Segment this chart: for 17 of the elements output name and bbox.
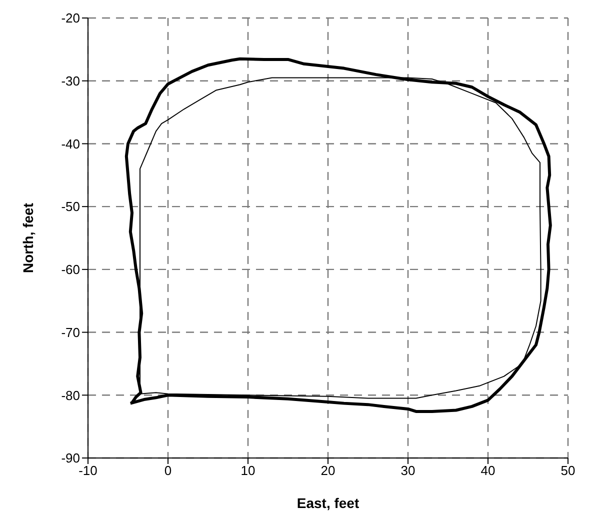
y-tick-label: -80 [61,388,80,403]
y-tick-label: -70 [61,324,80,340]
x-tick-label: 50 [560,463,576,478]
x-tick-label: 30 [400,463,416,478]
x-tick-label: -10 [78,463,98,478]
y-tick-label: -20 [61,10,80,26]
y-tick-label: -60 [61,262,80,278]
y-axis-title: North, feet [20,202,36,273]
x-tick-label: 40 [480,463,496,478]
y-tick-label: -90 [61,450,80,466]
y-tick-label: -40 [61,136,80,152]
y-tick-label: -30 [61,73,80,88]
x-tick-label: 20 [320,463,336,478]
x-tick-label: 10 [240,463,256,478]
y-tick-label: -50 [61,199,80,214]
x-axis-title: East, feet [296,495,360,511]
x-tick-label: 0 [164,463,172,478]
